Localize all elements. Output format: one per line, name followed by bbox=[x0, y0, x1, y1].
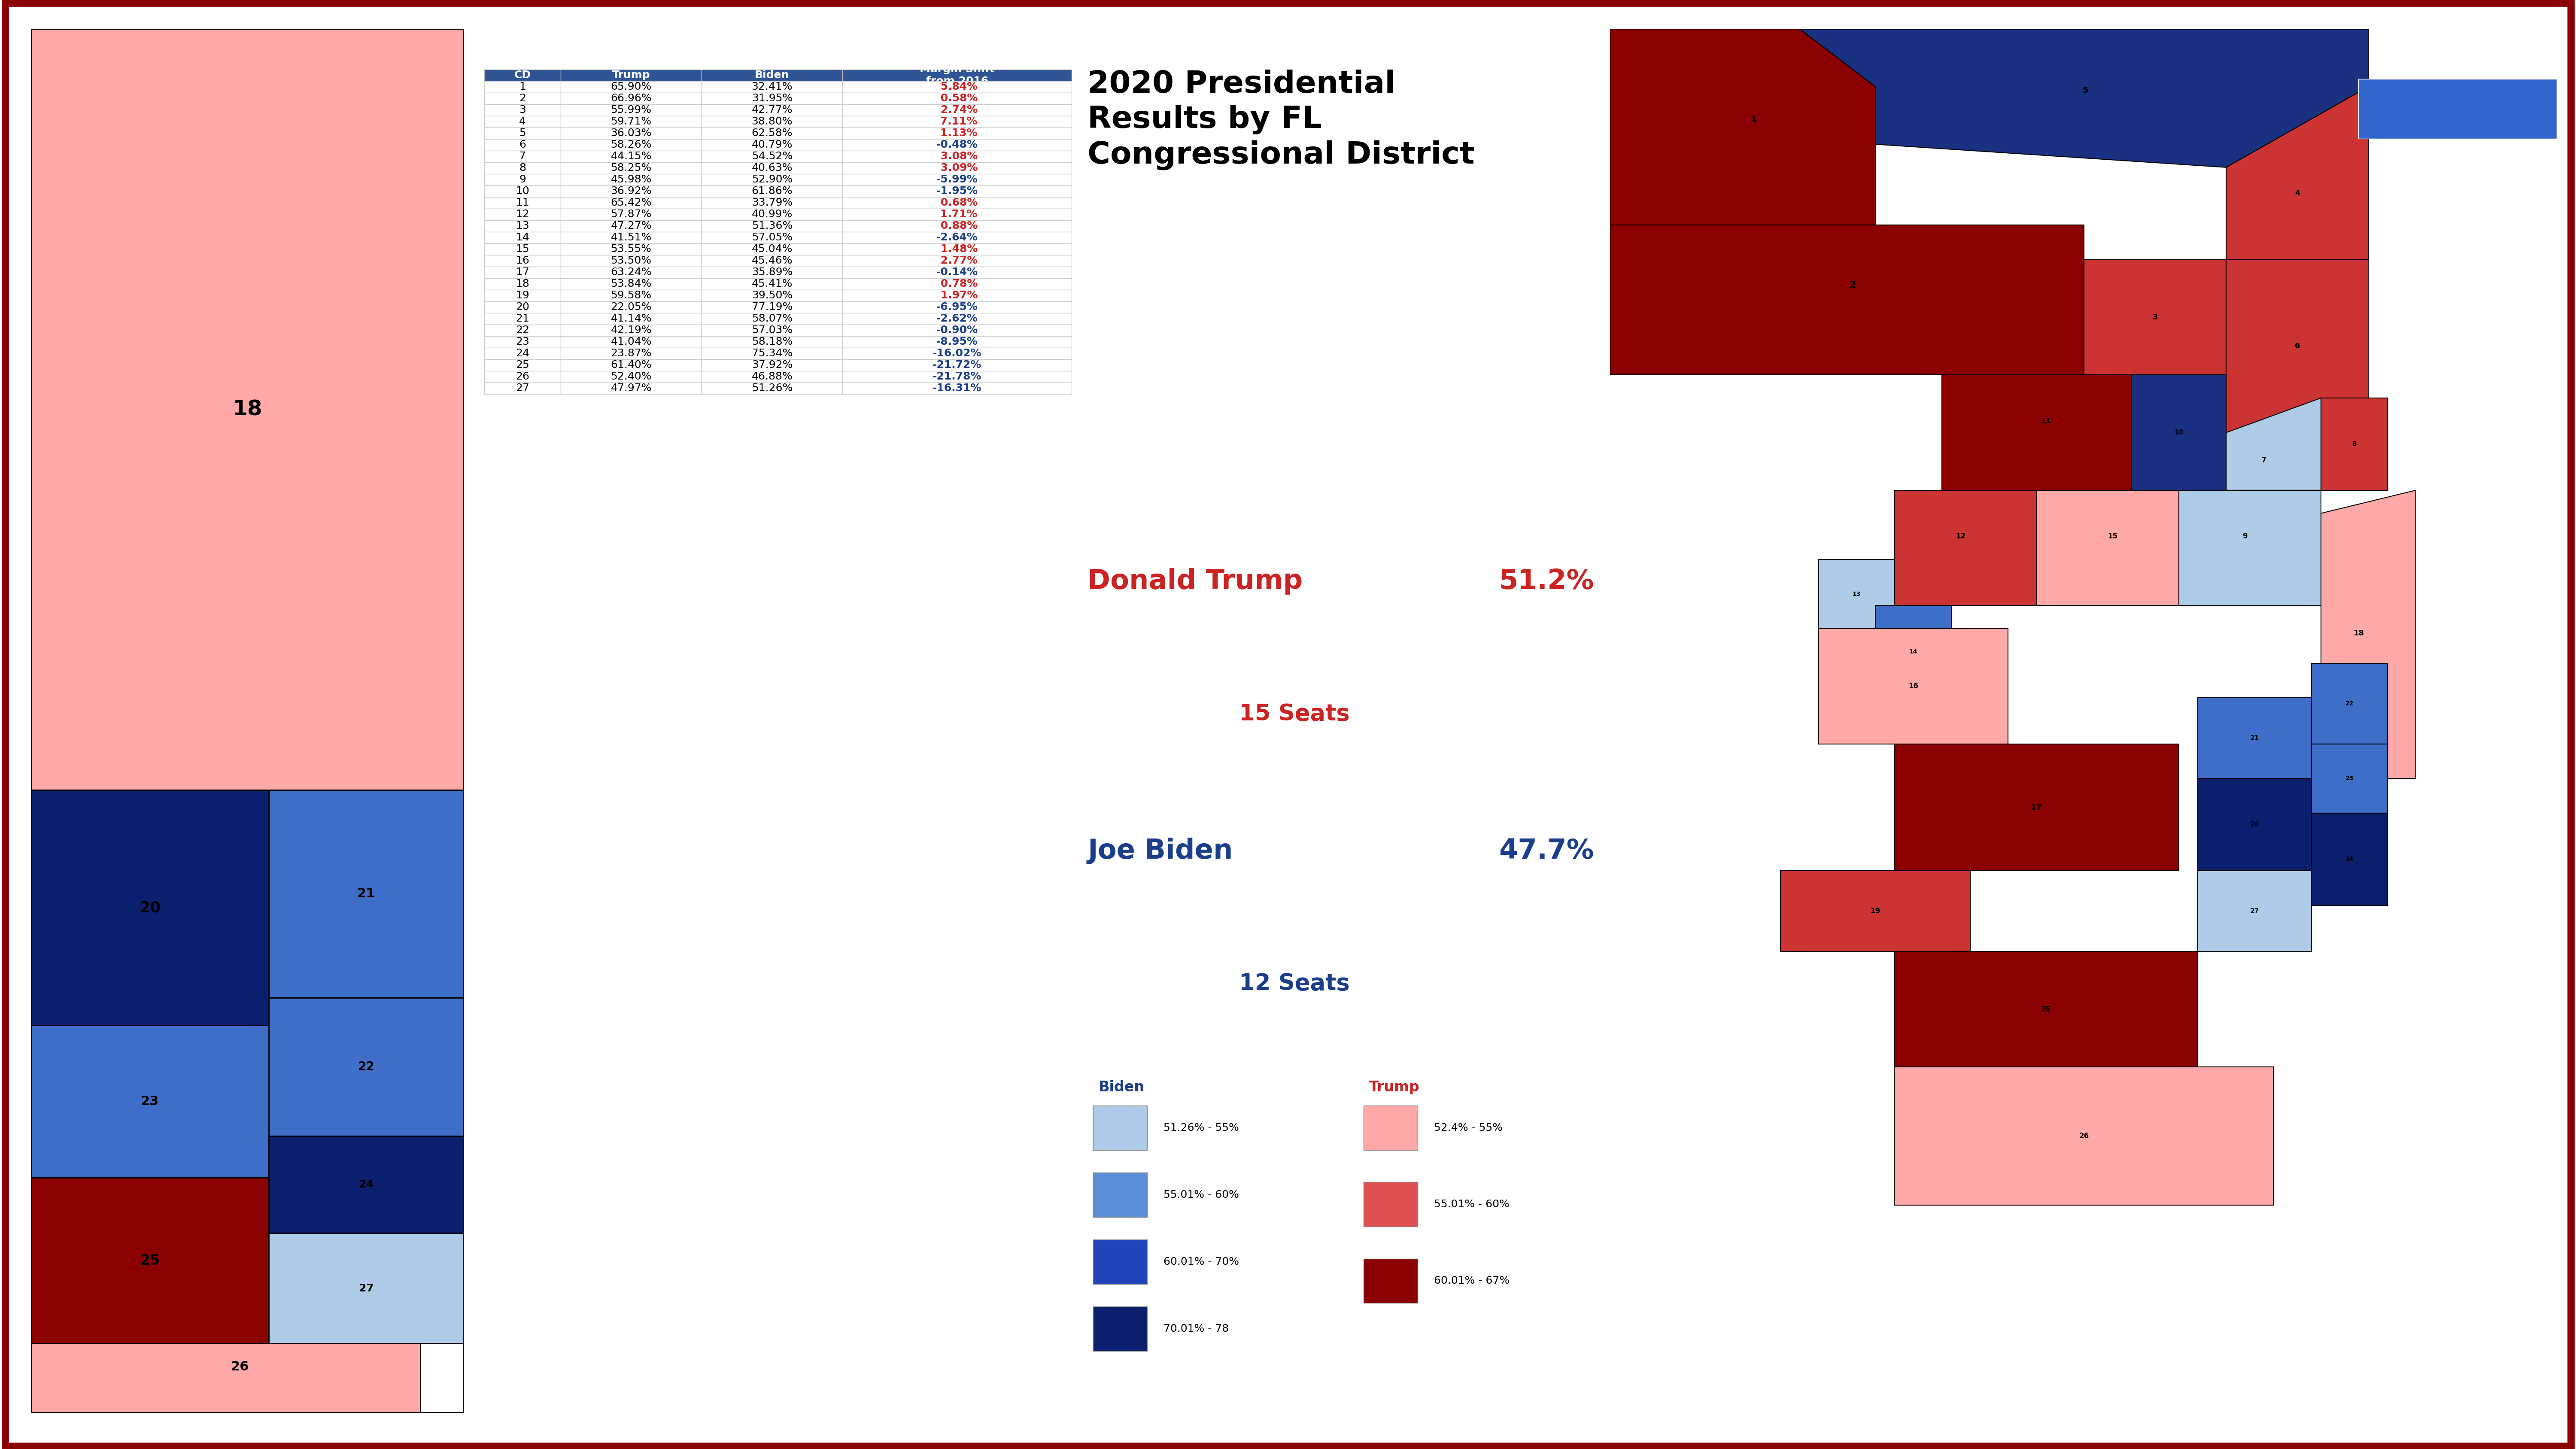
Text: 16: 16 bbox=[1909, 682, 1919, 690]
Text: 25: 25 bbox=[2040, 1006, 2050, 1013]
Polygon shape bbox=[2226, 87, 2367, 259]
Polygon shape bbox=[1893, 952, 2197, 1066]
Text: 6: 6 bbox=[2295, 342, 2300, 351]
Polygon shape bbox=[2311, 813, 2388, 906]
Polygon shape bbox=[1942, 375, 2130, 490]
Polygon shape bbox=[31, 790, 268, 1026]
Polygon shape bbox=[31, 29, 464, 790]
Polygon shape bbox=[31, 1178, 268, 1343]
Text: 20: 20 bbox=[2249, 822, 2259, 827]
Text: 26: 26 bbox=[232, 1361, 250, 1372]
Text: 27: 27 bbox=[2249, 909, 2259, 914]
Text: 55.01% - 60%: 55.01% - 60% bbox=[1164, 1190, 1239, 1200]
Text: 18: 18 bbox=[2354, 629, 2365, 638]
Polygon shape bbox=[1893, 490, 2038, 606]
Polygon shape bbox=[2197, 871, 2311, 952]
Polygon shape bbox=[2226, 398, 2321, 490]
Polygon shape bbox=[1819, 559, 1893, 629]
Polygon shape bbox=[268, 790, 464, 997]
Text: 15 Seats: 15 Seats bbox=[1239, 703, 1350, 724]
Text: 2: 2 bbox=[1850, 281, 1855, 290]
Text: 1: 1 bbox=[1752, 114, 1757, 123]
Text: 51.26% - 55%: 51.26% - 55% bbox=[1164, 1123, 1239, 1133]
Text: 26: 26 bbox=[2079, 1132, 2089, 1140]
FancyBboxPatch shape bbox=[2357, 80, 2558, 139]
FancyBboxPatch shape bbox=[1092, 1239, 1146, 1284]
Text: 70.01% - 78: 70.01% - 78 bbox=[1164, 1323, 1229, 1335]
FancyBboxPatch shape bbox=[1092, 1307, 1146, 1350]
Text: 3: 3 bbox=[2154, 313, 2159, 322]
Text: 13: 13 bbox=[1852, 591, 1860, 597]
Text: 22: 22 bbox=[358, 1061, 374, 1072]
Text: 55.01% - 60%: 55.01% - 60% bbox=[1435, 1200, 1510, 1210]
Text: 8: 8 bbox=[2352, 440, 2357, 448]
Polygon shape bbox=[1819, 629, 2009, 743]
Text: 17: 17 bbox=[2030, 803, 2043, 811]
FancyBboxPatch shape bbox=[1092, 1172, 1146, 1217]
Text: 5: 5 bbox=[2081, 87, 2089, 94]
Polygon shape bbox=[2311, 743, 2388, 813]
Polygon shape bbox=[2311, 664, 2388, 743]
Text: 21: 21 bbox=[2249, 735, 2259, 742]
Text: 12 Seats: 12 Seats bbox=[1239, 972, 1350, 994]
FancyBboxPatch shape bbox=[1092, 1106, 1146, 1151]
Polygon shape bbox=[1610, 225, 2084, 375]
Polygon shape bbox=[1780, 871, 1971, 952]
Text: 25: 25 bbox=[139, 1253, 160, 1268]
Text: Biden: Biden bbox=[1097, 1080, 1144, 1094]
Text: 27: 27 bbox=[358, 1282, 374, 1294]
Text: 18: 18 bbox=[232, 400, 263, 420]
Text: 2020 Presidential
Results by FL
Congressional District: 2020 Presidential Results by FL Congress… bbox=[1087, 70, 1473, 170]
Text: 60.01% - 67%: 60.01% - 67% bbox=[1435, 1275, 1510, 1287]
Polygon shape bbox=[2226, 259, 2367, 433]
Text: www.mcimaps.com: www.mcimaps.com bbox=[2432, 155, 2483, 161]
Polygon shape bbox=[1893, 743, 2179, 871]
Text: MCI MAPS: MCI MAPS bbox=[2421, 51, 2494, 62]
Polygon shape bbox=[2179, 490, 2321, 606]
Polygon shape bbox=[268, 1136, 464, 1233]
Text: 22: 22 bbox=[2344, 700, 2354, 707]
Text: 14: 14 bbox=[1909, 649, 1917, 655]
Text: 51.2%: 51.2% bbox=[1499, 568, 1595, 594]
Text: Trump: Trump bbox=[1368, 1080, 1419, 1094]
Text: 15: 15 bbox=[2107, 533, 2117, 540]
Polygon shape bbox=[268, 997, 464, 1136]
Polygon shape bbox=[268, 1233, 464, 1343]
Text: 47.7%: 47.7% bbox=[1499, 838, 1595, 864]
Text: 20: 20 bbox=[139, 900, 160, 914]
Text: 10: 10 bbox=[2174, 429, 2184, 436]
Text: 11: 11 bbox=[2040, 417, 2050, 425]
Text: 21: 21 bbox=[358, 888, 376, 900]
Text: 60.01% - 70%: 60.01% - 70% bbox=[1164, 1256, 1239, 1266]
Text: 24: 24 bbox=[358, 1179, 374, 1190]
Polygon shape bbox=[1610, 29, 1875, 225]
Text: 9: 9 bbox=[2244, 533, 2249, 540]
Text: 19: 19 bbox=[1870, 907, 1880, 914]
Polygon shape bbox=[31, 1026, 268, 1178]
Text: Joe Biden: Joe Biden bbox=[1087, 838, 1234, 864]
Text: Donald Trump: Donald Trump bbox=[1087, 568, 1303, 594]
Text: 23: 23 bbox=[2344, 775, 2354, 781]
Polygon shape bbox=[2038, 490, 2179, 606]
Text: 4: 4 bbox=[2295, 190, 2300, 197]
Text: 23: 23 bbox=[142, 1095, 160, 1107]
FancyBboxPatch shape bbox=[1363, 1259, 1417, 1303]
Text: 7: 7 bbox=[2262, 456, 2267, 464]
Polygon shape bbox=[31, 1343, 420, 1413]
Text: 12: 12 bbox=[1955, 533, 1965, 540]
Polygon shape bbox=[2197, 778, 2311, 871]
Polygon shape bbox=[1893, 1066, 2275, 1206]
Polygon shape bbox=[1875, 606, 1950, 698]
Polygon shape bbox=[2084, 259, 2226, 375]
Polygon shape bbox=[1801, 29, 2367, 168]
FancyBboxPatch shape bbox=[1363, 1182, 1417, 1227]
Polygon shape bbox=[2197, 698, 2311, 778]
FancyBboxPatch shape bbox=[1363, 1106, 1417, 1151]
Polygon shape bbox=[2130, 375, 2226, 490]
Text: 24: 24 bbox=[2344, 856, 2354, 862]
Polygon shape bbox=[2321, 490, 2416, 778]
Polygon shape bbox=[2321, 398, 2388, 490]
Text: 52.4% - 55%: 52.4% - 55% bbox=[1435, 1123, 1502, 1133]
